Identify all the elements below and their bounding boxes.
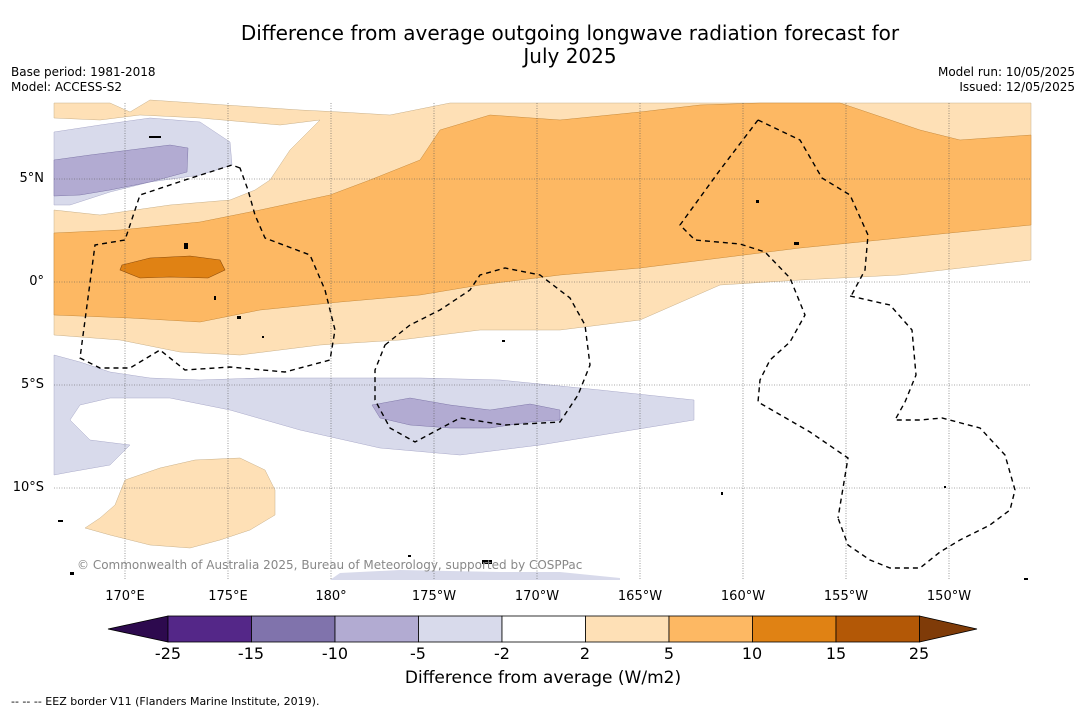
colorbar-max-extension — [919, 615, 978, 643]
lat-label-5n: 5°N — [19, 171, 45, 186]
issued-date: Issued: 12/05/2025 — [959, 80, 1075, 94]
colorbar-swatch-5 — [501, 615, 586, 643]
eez-tokelau-area — [374, 267, 591, 443]
eez-kiribati-gilberts — [79, 164, 336, 373]
eez-borders — [79, 119, 1016, 569]
colorbar-tick-10: 25 — [908, 644, 930, 663]
colorbar-swatch-1 — [167, 615, 252, 643]
lat-label-0: 0° — [29, 274, 44, 289]
lon-label-165w: 165°W — [617, 589, 663, 604]
title-line-2: July 2025 — [523, 44, 617, 68]
map-plot — [53, 99, 1032, 580]
colorbar-swatch-2 — [251, 615, 336, 643]
base-period: Base period: 1981-2018 — [11, 65, 156, 79]
colorbar-swatch-7 — [668, 615, 753, 643]
islands — [58, 136, 1028, 580]
colorbar-tick-6: 2 — [579, 644, 591, 663]
colorbar-swatch-6 — [585, 615, 670, 643]
lon-label-170e: 170°E — [105, 589, 145, 604]
lon-label-170w: 170°W — [514, 589, 560, 604]
anomaly-10-15-blob — [119, 255, 226, 279]
chart-title: Difference from average outgoing longwav… — [170, 22, 970, 68]
colorbar-label: Difference from average (W/m2) — [404, 668, 682, 688]
anomaly-neg5-neg10-south — [371, 397, 561, 429]
anomaly-2-5-south-blob — [84, 457, 276, 549]
anomaly-5-10-band — [53, 102, 1032, 323]
colorbar-tick-8: 10 — [741, 644, 763, 663]
colorbar-swatch-9 — [835, 615, 920, 643]
lon-label-160w: 160°W — [720, 589, 766, 604]
lat-label-10s: 10°S — [12, 480, 44, 495]
lon-label-180: 180° — [315, 589, 347, 604]
eez-footnote: -- -- -- EEZ border V11 (Flanders Marine… — [11, 695, 320, 708]
copyright-notice: © Commonwealth of Australia 2025, Bureau… — [77, 558, 583, 572]
anomaly-neg2-neg5-bottom — [330, 570, 620, 580]
colorbar-swatch-4 — [418, 615, 503, 643]
eez-french-polynesia — [837, 295, 1016, 569]
anomaly-neg5-neg10-north — [53, 144, 189, 197]
colorbar-tick-4: -5 — [410, 644, 426, 663]
colorbar-tick-9: 15 — [825, 644, 847, 663]
eez-line-islands — [679, 119, 869, 519]
colorbar-swatch-8 — [752, 615, 837, 643]
lon-label-150w: 150°W — [926, 589, 972, 604]
model-run: Model run: 10/05/2025 — [937, 65, 1075, 79]
lat-label-5s: 5°S — [20, 377, 44, 392]
colorbar-tick-1: -25 — [154, 644, 182, 663]
colorbar — [107, 615, 978, 643]
colorbar-tick-5: -2 — [494, 644, 510, 663]
colorbar-swatch-3 — [334, 615, 419, 643]
colorbar-tick-3: -10 — [321, 644, 349, 663]
model-name: Model: ACCESS-S2 — [11, 80, 123, 94]
colorbar-min-extension — [107, 615, 169, 643]
meta-right: Model run: 10/05/2025 Issued: 12/05/2025 — [938, 65, 1075, 95]
title-line-1: Difference from average outgoing longwav… — [240, 21, 900, 45]
colorbar-tick-7: 5 — [663, 644, 675, 663]
meta-left: Base period: 1981-2018 Model: ACCESS-S2 — [11, 65, 156, 95]
lon-label-155w: 155°W — [823, 589, 869, 604]
gridlines — [54, 103, 1031, 580]
lon-label-175e: 175°E — [208, 589, 248, 604]
colorbar-tick-2: -15 — [237, 644, 265, 663]
lon-label-175w: 175°W — [411, 589, 457, 604]
